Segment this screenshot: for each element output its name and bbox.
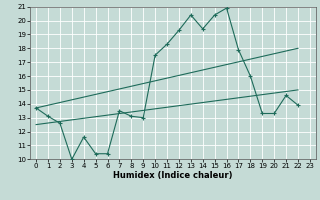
X-axis label: Humidex (Indice chaleur): Humidex (Indice chaleur): [113, 171, 233, 180]
